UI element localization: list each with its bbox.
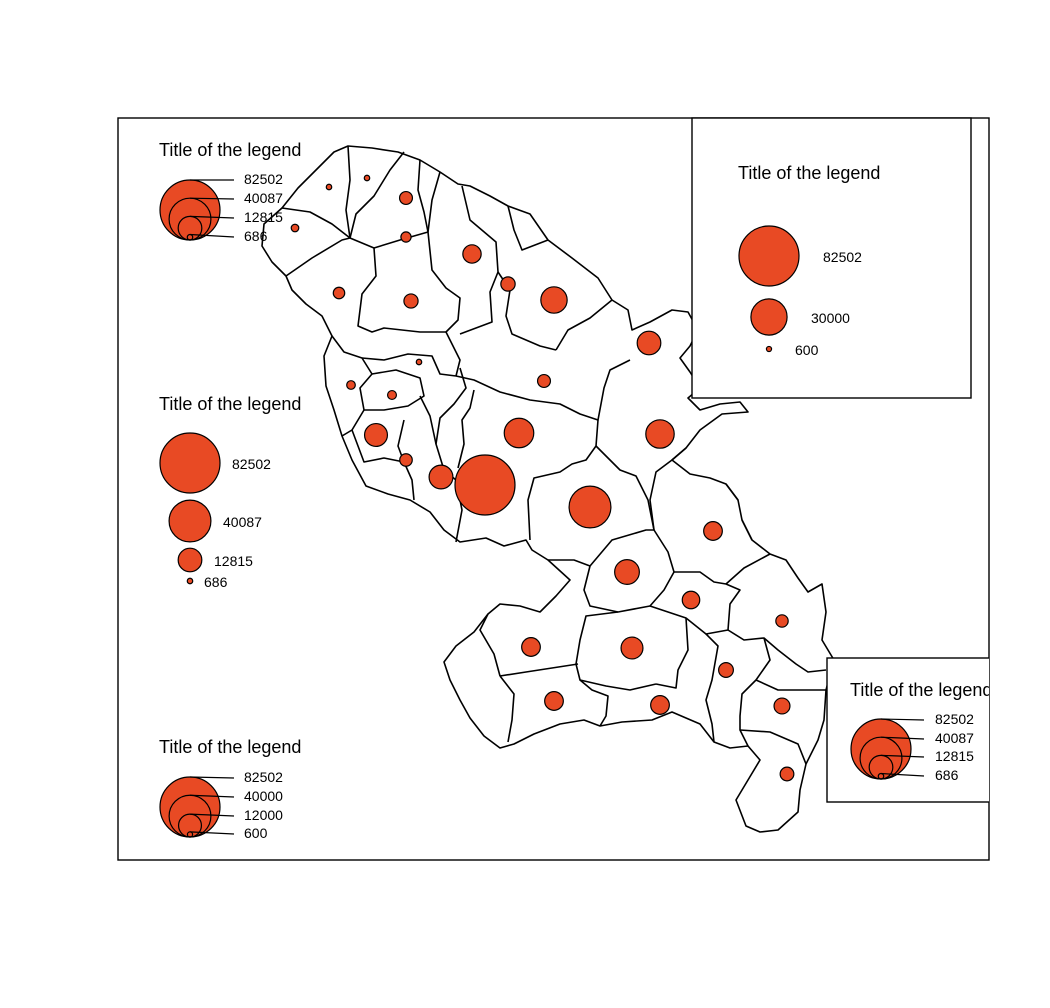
- legend-leader-line: [189, 233, 235, 238]
- legend-value-label: 40000: [244, 788, 283, 804]
- legend-circle: [177, 547, 203, 573]
- legend-title: Title of the legend: [850, 680, 992, 700]
- commune-symbol: [614, 559, 640, 585]
- commune-borders: [281, 145, 827, 765]
- commune-symbol: [650, 695, 670, 715]
- commune-symbol: [500, 276, 516, 292]
- legend-value-label: 82502: [823, 249, 862, 265]
- legend-leader-line: [880, 754, 925, 758]
- legend-value-label: 686: [204, 574, 228, 590]
- commune-symbol: [363, 422, 389, 448]
- legend-value-label: 12815: [244, 209, 283, 225]
- commune-symbol: [462, 244, 482, 264]
- legend-value-label: 40087: [935, 730, 974, 746]
- commune-symbol: [290, 223, 300, 233]
- commune-symbol: [403, 293, 419, 309]
- commune-symbol: [428, 464, 454, 490]
- commune-symbol: [386, 389, 398, 401]
- commune-symbol: [636, 330, 662, 356]
- legend-circle: [186, 233, 194, 241]
- commune-symbol: [454, 454, 516, 516]
- legend-leader-line: [880, 772, 925, 777]
- legend-value-label: 686: [935, 767, 959, 783]
- commune-symbol: [363, 174, 371, 182]
- legend-leader-line: [189, 776, 235, 779]
- commune-symbol: [620, 636, 644, 660]
- commune-symbol: [398, 190, 414, 206]
- commune-symbol: [681, 590, 701, 610]
- legend-leader-line: [189, 813, 235, 817]
- legend-leader-line: [189, 831, 235, 835]
- commune-symbol: [521, 637, 541, 657]
- commune-symbol: [415, 358, 423, 366]
- legend-value-label: 30000: [811, 310, 850, 326]
- legend-leader-line: [880, 718, 925, 721]
- commune-symbol: [773, 697, 791, 715]
- legend-value-label: 82502: [244, 171, 283, 187]
- legend-circle: [159, 179, 221, 241]
- proportional-symbols: [290, 174, 795, 782]
- commune-symbol: [568, 485, 612, 529]
- legend-value-label: 600: [795, 342, 819, 358]
- commune-symbol: [332, 286, 346, 300]
- legend-leader-line: [189, 197, 235, 200]
- commune-symbol: [346, 380, 356, 390]
- commune-symbol: [536, 373, 552, 389]
- legend-bottom-left: Title of the legend 82502 40000 12000 600: [159, 737, 301, 841]
- commune-symbol: [503, 417, 535, 449]
- legend-circle: [159, 776, 221, 838]
- commune-symbol: [540, 286, 568, 314]
- legend-value-label: 40087: [223, 514, 262, 530]
- legend-title: Title of the legend: [159, 394, 301, 414]
- legend-leader-line: [880, 736, 925, 740]
- commune-symbol: [775, 614, 789, 628]
- legend-circle: [168, 499, 212, 543]
- legend-leader-line: [189, 794, 235, 798]
- commune-symbol: [399, 453, 413, 467]
- legend-bottom-right: Title of the legend 82502 40087 12815 686: [826, 657, 992, 803]
- map-frame: [117, 117, 990, 861]
- legend-value-label: 12815: [214, 553, 253, 569]
- legend-value-label: 12000: [244, 807, 283, 823]
- legend-circle: [186, 577, 194, 585]
- commune-symbol: [325, 183, 333, 191]
- legend-box: [826, 657, 989, 803]
- legend-top-left: Title of the legend 82502 40087 12815 686: [159, 140, 301, 244]
- legend-title: Title of the legend: [159, 140, 301, 160]
- legend-middle-left: Title of the legend 82502 40087 12815 686: [159, 394, 301, 590]
- legend-value-label: 686: [244, 228, 268, 244]
- legend-circle: [850, 718, 912, 780]
- legend-top-right: Title of the legend 82502 30000 600: [691, 117, 972, 399]
- legend-value-label: 12815: [935, 748, 974, 764]
- legend-value-label: 82502: [232, 456, 271, 472]
- legend-title: Title of the legend: [159, 737, 301, 757]
- commune-symbol: [779, 766, 795, 782]
- commune-symbol: [645, 419, 675, 449]
- legend-circle: [750, 298, 788, 336]
- legend-title: Title of the legend: [738, 163, 880, 183]
- legend-circle: [765, 345, 773, 353]
- commune-symbol: [718, 662, 734, 678]
- commune-symbol: [703, 521, 723, 541]
- legend-value-label: 82502: [935, 711, 974, 727]
- legend-value-label: 82502: [244, 769, 283, 785]
- legend-leader-line: [189, 215, 235, 219]
- legend-value-label: 600: [244, 825, 268, 841]
- legend-circle: [738, 225, 800, 287]
- legend-circle: [159, 432, 221, 494]
- commune-symbol: [400, 231, 412, 243]
- legend-value-label: 40087: [244, 190, 283, 206]
- commune-symbol: [544, 691, 564, 711]
